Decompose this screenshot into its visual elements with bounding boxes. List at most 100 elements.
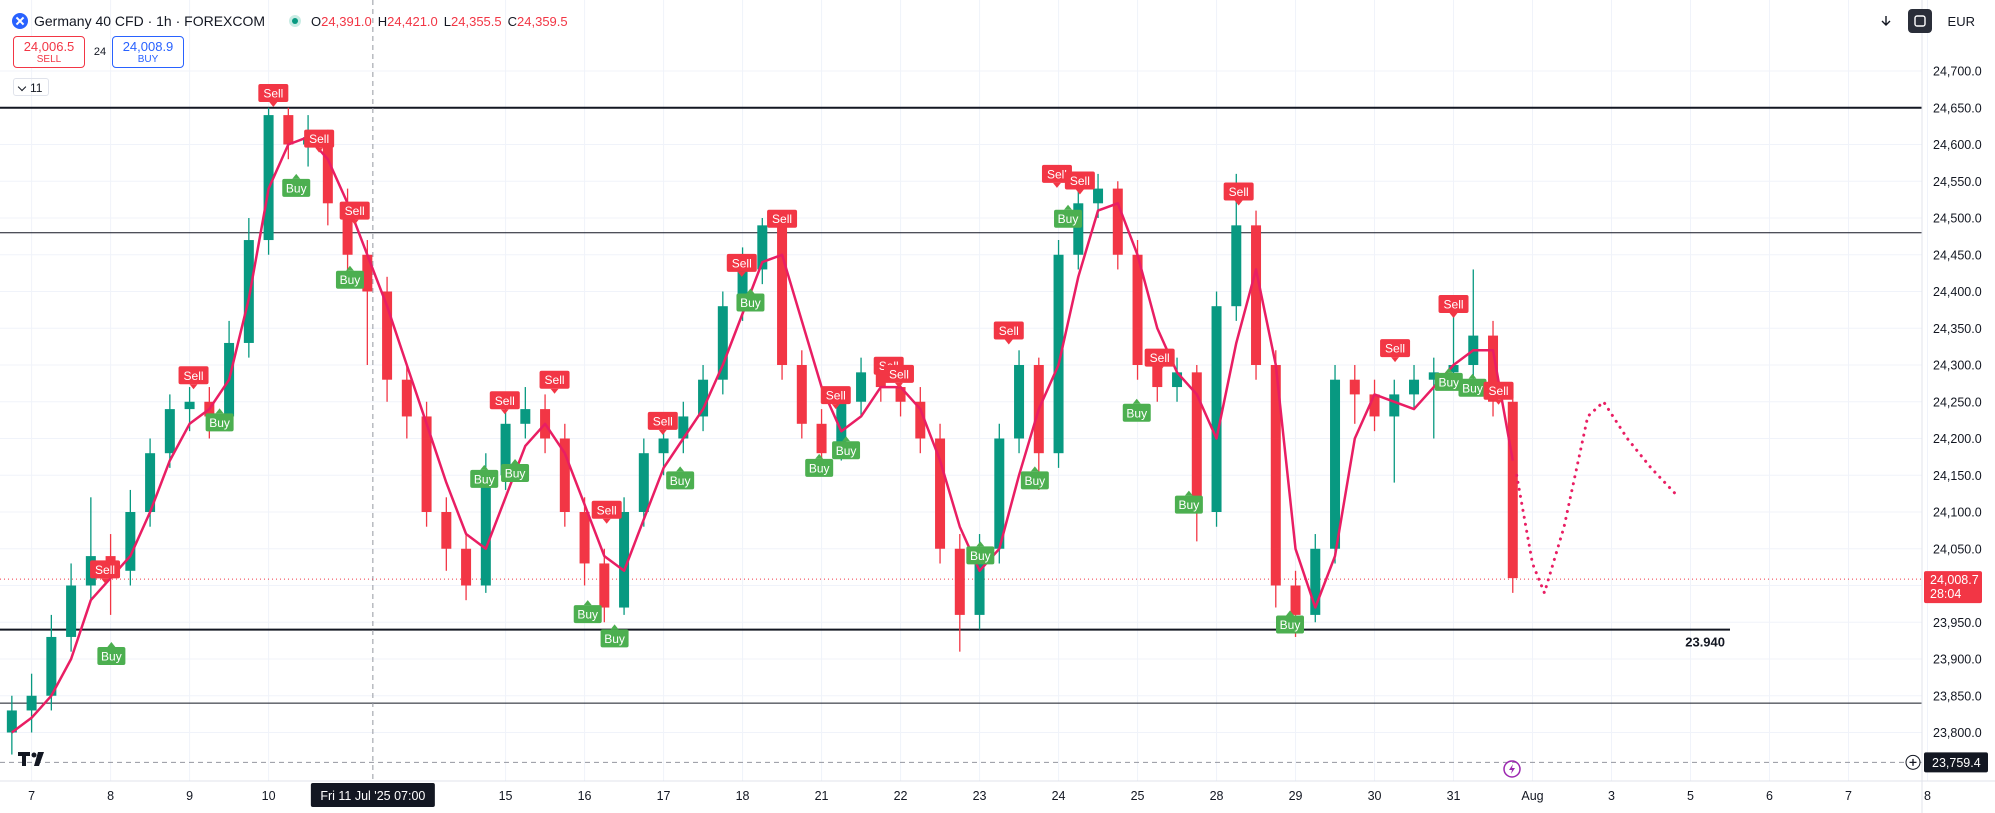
signal-marker bbox=[339, 201, 370, 220]
candle-body bbox=[1310, 548, 1321, 615]
signal-marker bbox=[501, 464, 530, 483]
signal-marker bbox=[1438, 294, 1469, 313]
candle-body bbox=[1428, 372, 1439, 380]
x-tick-label: 6 bbox=[1766, 789, 1773, 803]
candle-body bbox=[66, 585, 77, 637]
candle-body bbox=[1330, 379, 1341, 549]
x-tick-label: 29 bbox=[1289, 789, 1303, 803]
candle-body bbox=[520, 409, 531, 424]
signal-pointer bbox=[602, 518, 611, 524]
candle-body bbox=[1053, 254, 1064, 454]
signal-label: Buy bbox=[604, 632, 625, 646]
x-tick-label: 28 bbox=[1210, 789, 1224, 803]
candle-body bbox=[1093, 188, 1104, 204]
y-tick-label: 24,550.0 bbox=[1933, 175, 1982, 189]
signal-marker bbox=[1041, 164, 1072, 183]
candle-body bbox=[1349, 379, 1360, 395]
x-tick-label: Aug bbox=[1521, 789, 1543, 803]
y-tick-label: 24,150.0 bbox=[1933, 469, 1982, 483]
candle-body bbox=[599, 563, 610, 608]
y-tick-label: 24,100.0 bbox=[1933, 506, 1982, 520]
candle-body bbox=[1369, 394, 1380, 417]
tradingview-logo bbox=[18, 752, 44, 766]
signal-marker bbox=[178, 366, 209, 385]
symbol-title[interactable]: Germany 40 CFD · 1h · FOREXCOM bbox=[34, 13, 266, 29]
signal-marker bbox=[1223, 182, 1254, 201]
signal-pointer bbox=[1004, 339, 1013, 345]
signal-pointer bbox=[511, 459, 520, 465]
sell-price: 24,006.5 bbox=[23, 39, 75, 54]
signal-pointer bbox=[583, 600, 592, 606]
candle-body bbox=[441, 512, 452, 549]
ohlc-value: 24,359.5 bbox=[517, 13, 568, 29]
signal-pointer bbox=[1468, 373, 1477, 379]
signal-label: Sell bbox=[826, 389, 846, 403]
ohlc-value: 24,355.5 bbox=[451, 13, 502, 29]
candle-body bbox=[6, 710, 17, 733]
signal-marker bbox=[820, 386, 851, 405]
signal-marker bbox=[666, 471, 695, 490]
signal-label: Buy bbox=[505, 467, 526, 481]
candle-body bbox=[658, 438, 669, 454]
crosshair-x-box bbox=[310, 783, 435, 807]
signal-pointer bbox=[1286, 610, 1295, 616]
signal-label: Sell bbox=[263, 87, 283, 101]
signal-label: Sell bbox=[1070, 174, 1090, 188]
buy-label: BUY bbox=[137, 54, 159, 65]
signal-pointer bbox=[1494, 399, 1503, 405]
signal-label: Buy bbox=[1126, 406, 1147, 420]
signal-marker bbox=[489, 391, 520, 410]
y-tick-label: 24,600.0 bbox=[1933, 138, 1982, 152]
candle-body bbox=[1389, 394, 1400, 417]
signal-label: Buy bbox=[340, 273, 361, 287]
signal-marker bbox=[591, 500, 622, 519]
download-button[interactable] bbox=[1874, 9, 1898, 33]
signal-label: Sell bbox=[732, 256, 752, 270]
candle-body bbox=[1132, 254, 1143, 365]
signal-marker bbox=[647, 411, 678, 430]
signal-label: Buy bbox=[1462, 381, 1483, 395]
signal-pointer bbox=[1449, 312, 1458, 318]
x-tick-label: 8 bbox=[107, 789, 114, 803]
x-tick-label: 31 bbox=[1447, 789, 1461, 803]
x-tick-label: 10 bbox=[262, 789, 276, 803]
currency-button[interactable]: EUR bbox=[1947, 13, 1975, 29]
candle-body bbox=[1448, 365, 1459, 373]
candle-body bbox=[954, 548, 965, 615]
y-tick-label: 23,950.0 bbox=[1933, 616, 1982, 630]
signal-label: Sell bbox=[772, 212, 792, 226]
indicators-toggle[interactable]: 11 bbox=[13, 78, 49, 96]
alert-icon[interactable] bbox=[1503, 760, 1521, 778]
fullscreen-button[interactable] bbox=[1907, 9, 1932, 33]
signal-pointer bbox=[778, 227, 787, 233]
candle-body bbox=[856, 372, 867, 402]
signal-pointer bbox=[350, 219, 359, 225]
signal-marker bbox=[1174, 495, 1203, 514]
crosshair-y-box bbox=[1924, 752, 1988, 773]
signal-marker bbox=[1458, 378, 1487, 397]
signal-marker bbox=[805, 458, 834, 477]
candle-body bbox=[579, 512, 590, 564]
add-alert-button[interactable] bbox=[1905, 754, 1921, 770]
signal-marker bbox=[90, 560, 121, 579]
signal-label: Buy bbox=[577, 608, 598, 622]
candle-body bbox=[717, 306, 728, 380]
signal-marker bbox=[1122, 403, 1151, 422]
signal-pointer bbox=[315, 147, 324, 153]
signal-label: Sell bbox=[495, 394, 515, 408]
candle-body bbox=[619, 512, 630, 608]
candle-body bbox=[1191, 372, 1202, 512]
ohlc-value: 24,421.0 bbox=[387, 13, 438, 29]
signal-pointer bbox=[737, 271, 746, 277]
x-tick-label: 7 bbox=[28, 789, 35, 803]
last-price-label: 24,008.7 bbox=[1930, 573, 1979, 587]
signal-marker bbox=[832, 441, 861, 460]
signal-label: Sell bbox=[184, 369, 204, 383]
buy-button[interactable]: 24,008.9 BUY bbox=[112, 36, 184, 68]
signal-pointer bbox=[1064, 204, 1073, 210]
signal-label: Buy bbox=[1025, 474, 1046, 488]
sell-button[interactable]: 24,006.5 SELL bbox=[13, 36, 85, 68]
